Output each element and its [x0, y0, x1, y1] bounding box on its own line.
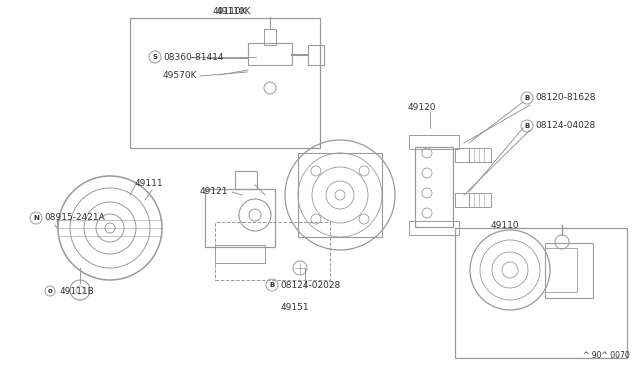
- Text: 49110K: 49110K: [217, 7, 252, 16]
- Bar: [298, 153, 382, 237]
- Text: 08120-81628: 08120-81628: [535, 93, 595, 103]
- Text: 49111: 49111: [135, 179, 164, 187]
- Text: B: B: [269, 282, 275, 288]
- Text: 08360-81414: 08360-81414: [163, 52, 223, 61]
- Text: 49111B: 49111B: [60, 286, 95, 295]
- Bar: [469, 148, 491, 162]
- Bar: [264, 29, 276, 45]
- Bar: [130, 18, 320, 148]
- Bar: [545, 248, 577, 292]
- Text: B: B: [524, 123, 530, 129]
- Bar: [205, 189, 275, 247]
- Bar: [215, 222, 330, 280]
- Text: 08124-02028: 08124-02028: [280, 280, 340, 289]
- Bar: [545, 243, 593, 298]
- Bar: [455, 193, 469, 207]
- Text: 08124-04028: 08124-04028: [535, 122, 595, 131]
- Bar: [248, 43, 292, 65]
- Bar: [308, 45, 324, 65]
- Text: 49120: 49120: [408, 103, 436, 112]
- Bar: [415, 147, 453, 227]
- Text: 49110: 49110: [491, 221, 519, 230]
- Bar: [469, 193, 491, 207]
- Text: 49110K: 49110K: [212, 7, 247, 16]
- Bar: [409, 221, 459, 235]
- Text: o: o: [47, 288, 52, 294]
- Bar: [455, 228, 627, 358]
- Text: S: S: [152, 54, 157, 60]
- Text: ^ 90^ 0070: ^ 90^ 0070: [583, 351, 630, 360]
- Text: 49151: 49151: [281, 304, 309, 312]
- Bar: [409, 135, 459, 149]
- Text: 49570K: 49570K: [163, 71, 198, 80]
- Text: 49121: 49121: [200, 187, 228, 196]
- Bar: [235, 171, 257, 189]
- Text: B: B: [524, 95, 530, 101]
- Text: 08915-2421A: 08915-2421A: [44, 214, 105, 222]
- Bar: [455, 148, 469, 162]
- Bar: [215, 245, 265, 263]
- Text: N: N: [33, 215, 39, 221]
